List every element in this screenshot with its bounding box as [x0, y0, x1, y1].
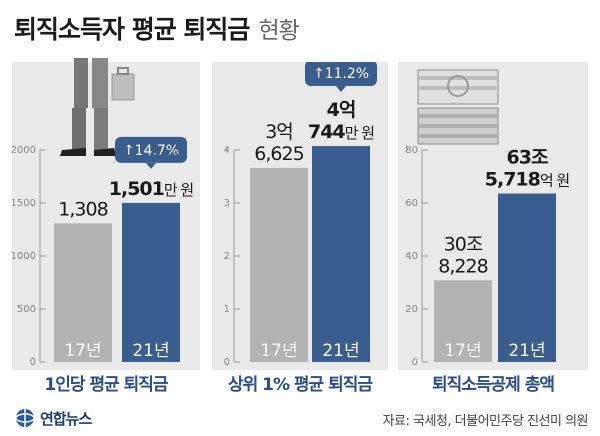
category-label: 21년	[322, 341, 359, 361]
data-label-top: 63조	[507, 147, 548, 169]
bar-17	[54, 223, 112, 362]
y-tick-label: 4	[224, 145, 230, 156]
y-tick-label: 1	[224, 304, 230, 315]
panel-label-2: 상위 1% 평균 퇴직금	[227, 375, 373, 395]
illustration-businessman	[60, 58, 135, 156]
data-label: 1,501만 원	[109, 178, 194, 200]
badge-label: ↑11.2%	[313, 66, 369, 82]
globe-icon	[15, 409, 35, 427]
category-label: 21년	[508, 341, 545, 361]
bar-17	[434, 280, 492, 362]
chart-area-0: 0 500 1000 1500 2000 17년 1,308 21년 1,501만 원 ↑14.7…	[12, 136, 194, 368]
data-label-top: 3억	[265, 121, 293, 143]
y-tick-label: 0	[224, 357, 230, 368]
y-tick-label: 40	[405, 251, 418, 262]
y-tick-label: 1000	[12, 251, 36, 262]
y-tick-label: 20	[405, 304, 418, 315]
change-badge: ↑11.2%	[305, 62, 377, 93]
y-tick-label: 0	[30, 357, 36, 368]
data-label-top: 30조	[444, 233, 483, 255]
bar-21	[312, 146, 370, 362]
badge-pointer	[336, 86, 346, 93]
logo-text: 연합뉴스	[40, 409, 92, 428]
page-title: 퇴직소득자 평균 퇴직금 현황	[14, 10, 300, 46]
chart-subtitle: 현황	[258, 18, 300, 44]
y-tick-label: 0	[412, 357, 418, 368]
y-tick-label: 60	[405, 198, 418, 209]
y-tick-label: 80	[405, 145, 418, 156]
data-label: 8,228	[438, 255, 487, 277]
source-text: 자료: 국세청, 더불어민주당 진선미 의원	[382, 414, 589, 429]
category-label: 17년	[260, 341, 297, 361]
panel-deduction-total: 0 20 40 60 80 17년 8,228 30조 21년 5,718억 원 63조 퇴직소득공…	[398, 62, 588, 395]
badge-pointer	[146, 162, 156, 169]
data-label: 5,718억 원	[485, 169, 570, 191]
bar-21	[498, 193, 556, 362]
badge-bg	[115, 136, 187, 163]
panel-avg-severance: 0 500 1000 1500 2000 17년 1,308 21년 1,501만 원 ↑14.7…	[12, 58, 200, 395]
bar-21	[122, 202, 180, 362]
panel-label-3: 퇴직소득공제 총액	[431, 375, 555, 395]
data-label: 1,308	[58, 198, 107, 220]
panel-label-1: 1인당 평균 퇴직금	[44, 375, 168, 395]
illustration-money-stack	[417, 69, 499, 145]
category-label: 21년	[132, 341, 169, 361]
category-label: 17년	[444, 341, 481, 361]
yonhap-logo: 연합뉴스	[14, 406, 92, 430]
data-label: 744만 원	[308, 121, 374, 143]
y-tick-label: 2000	[12, 145, 36, 156]
y-tick-label: 1500	[12, 198, 36, 209]
data-label-top: 4억	[327, 99, 356, 121]
chart-title: 퇴직소득자 평균 퇴직금	[14, 15, 250, 44]
y-tick-label: 2	[224, 251, 230, 262]
bar-17	[250, 167, 308, 362]
badge-bg	[305, 62, 377, 87]
badge-label: ↑14.7%	[123, 143, 179, 159]
data-label: 6,625	[254, 143, 303, 165]
change-badge: ↑14.7%	[115, 136, 187, 169]
panel-top1-severance: 0 1 2 3 4 17년 6,625 3억 21년 744만 원 4억 ↑11.2% 상위 1% 평…	[212, 62, 388, 395]
y-tick-label: 500	[17, 304, 36, 315]
category-label: 17년	[64, 341, 101, 361]
y-tick-label: 3	[224, 198, 230, 209]
